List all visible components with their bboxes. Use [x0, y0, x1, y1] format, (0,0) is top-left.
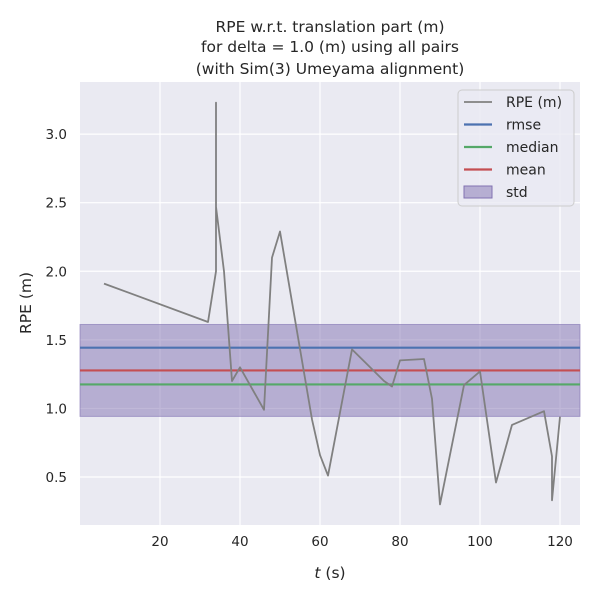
chart-title: RPE w.r.t. translation part (m) for delt… [196, 18, 465, 78]
y-axis-label: RPE (m) [17, 272, 35, 334]
legend-label: rmse [506, 118, 541, 134]
y-tick-label: 1.5 [46, 333, 67, 349]
x-tick-label: 80 [391, 534, 408, 550]
y-tick-label: 0.5 [46, 470, 67, 486]
legend-label: std [506, 185, 528, 201]
x-tick-label: 120 [547, 534, 573, 550]
x-axis-label: t (s) [314, 564, 345, 582]
title-line-2: for delta = 1.0 (m) using all pairs [201, 38, 459, 56]
x-tick-label: 100 [467, 534, 493, 550]
x-tick-label: 60 [311, 534, 328, 550]
tick-labels: 20 40 60 80 100 120 0.5 1.0 1.5 2.0 2.5 3.0 [46, 127, 573, 550]
legend-box [457, 89, 575, 207]
legend-swatch-std [463, 185, 493, 199]
stat-lines [80, 346, 580, 386]
y-tick-label: 3.0 [46, 127, 67, 143]
legend-label: mean [506, 163, 546, 179]
legend: RPE (m) rmse median mean std [457, 89, 575, 207]
y-tick-label: 2.0 [46, 264, 67, 280]
x-axis-label-var: t [314, 564, 321, 582]
y-tick-label: 1.0 [46, 401, 67, 417]
x-tick-label: 20 [151, 534, 168, 550]
title-line-1: RPE w.r.t. translation part (m) [215, 18, 444, 36]
title-line-3: (with Sim(3) Umeyama alignment) [196, 60, 465, 78]
legend-label: median [506, 140, 558, 156]
x-axis-label-unit: (s) [320, 564, 345, 582]
rpe-line [103, 101, 561, 506]
y-tick-label: 2.5 [46, 196, 67, 212]
rpe-series [103, 101, 561, 506]
legend-label: RPE (m) [506, 95, 562, 111]
x-tick-label: 40 [231, 534, 248, 550]
